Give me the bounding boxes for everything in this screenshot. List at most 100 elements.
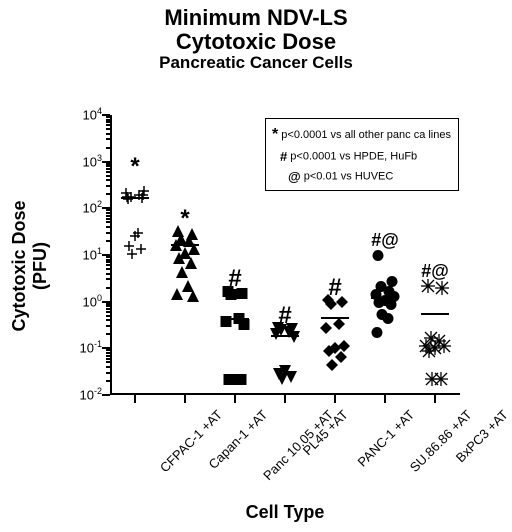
mean-line	[371, 297, 399, 299]
data-point	[239, 318, 250, 334]
significance-annotation: *	[115, 155, 155, 179]
title-line2: Cytotoxic Dose	[0, 30, 512, 54]
data-point	[372, 326, 383, 342]
y-tick-minor	[106, 240, 110, 242]
y-tick-minor	[106, 264, 110, 266]
data-point	[288, 331, 300, 347]
y-tick-major	[102, 114, 110, 116]
x-axis-label: Cell Type	[110, 502, 460, 523]
y-tick-minor	[106, 261, 110, 263]
data-point	[421, 279, 435, 297]
y-tick-minor	[106, 215, 110, 217]
y-tick-minor	[106, 168, 110, 170]
data-point	[422, 344, 436, 362]
y-tick-minor	[106, 138, 110, 140]
y-tick-minor	[106, 333, 110, 335]
significance-annotation: #	[265, 304, 305, 328]
x-tick	[234, 395, 236, 403]
y-label-line2: (PFU)	[30, 242, 50, 290]
y-tick-label: 100	[66, 293, 102, 309]
significance-annotation: #	[315, 276, 355, 300]
mean-line	[121, 197, 149, 199]
y-tick-minor	[106, 380, 110, 382]
y-tick-major	[102, 207, 110, 209]
y-tick-minor	[106, 349, 110, 351]
data-point	[133, 226, 143, 242]
title-line1: Minimum NDV-LS	[0, 6, 512, 30]
y-tick-minor	[106, 325, 110, 327]
mean-line	[171, 244, 199, 246]
y-tick-minor	[106, 355, 110, 357]
y-tick-minor	[106, 226, 110, 228]
y-tick-label: 104	[66, 106, 102, 122]
data-point	[320, 322, 332, 338]
y-tick-minor	[106, 372, 110, 374]
x-tick	[434, 395, 436, 403]
y-tick-minor	[106, 165, 110, 167]
y-tick-minor	[106, 221, 110, 223]
y-tick-minor	[106, 232, 110, 234]
x-tick	[384, 395, 386, 403]
y-tick-minor	[106, 256, 110, 258]
significance-annotation: #@	[365, 231, 405, 249]
legend-item: # p<0.0001 vs HPDE, HuFb	[272, 147, 452, 167]
title-block: Minimum NDV-LS Cytotoxic Dose Pancreatic…	[0, 6, 512, 73]
mean-line	[421, 313, 449, 315]
legend-box: * p<0.0001 vs all other panc ca lines# p…	[265, 118, 459, 191]
y-tick-minor	[106, 305, 110, 307]
x-tick	[134, 395, 136, 403]
significance-annotation: *	[165, 207, 205, 231]
y-tick-minor	[106, 171, 110, 173]
x-tick-label: PANC-1 +AT	[355, 407, 418, 470]
y-label-line1: Cytotoxic Dose	[9, 200, 29, 331]
legend-item: * p<0.0001 vs all other panc ca lines	[272, 123, 452, 147]
data-point	[373, 249, 384, 265]
data-point	[127, 247, 137, 263]
y-tick-major	[102, 161, 110, 163]
data-point	[435, 281, 449, 299]
y-tick-minor	[106, 366, 110, 368]
y-tick-minor	[106, 273, 110, 275]
y-tick-minor	[106, 361, 110, 363]
y-tick-label: 103	[66, 153, 102, 169]
data-point	[136, 242, 146, 258]
y-tick-label: 10-1	[66, 339, 102, 355]
y-tick-minor	[106, 278, 110, 280]
y-tick-minor	[106, 193, 110, 195]
x-tick	[334, 395, 336, 403]
y-tick-minor	[106, 147, 110, 149]
y-tick-minor	[106, 119, 110, 121]
y-tick-minor	[106, 133, 110, 135]
y-tick-minor	[106, 124, 110, 126]
y-tick-minor	[106, 212, 110, 214]
significance-annotation: #@	[415, 262, 455, 280]
y-tick-label: 101	[66, 246, 102, 262]
y-tick-minor	[106, 209, 110, 211]
y-tick-minor	[106, 308, 110, 310]
y-tick-minor	[106, 163, 110, 165]
y-tick-minor	[106, 303, 110, 305]
y-tick-minor	[106, 175, 110, 177]
y-tick-minor	[106, 319, 110, 321]
chart-container: Minimum NDV-LS Cytotoxic Dose Pancreatic…	[0, 0, 512, 532]
y-tick-minor	[106, 287, 110, 289]
y-tick-minor	[106, 311, 110, 313]
y-tick-minor	[106, 352, 110, 354]
mean-line	[221, 318, 249, 320]
y-tick-minor	[106, 185, 110, 187]
y-tick-minor	[106, 128, 110, 130]
y-tick-label: 10-2	[66, 386, 102, 402]
y-tick-major	[102, 347, 110, 349]
mean-line	[321, 317, 349, 319]
significance-annotation: #	[215, 267, 255, 291]
title-subtitle: Pancreatic Cancer Cells	[0, 54, 512, 73]
data-point	[187, 290, 199, 306]
data-point	[171, 288, 183, 304]
y-tick-label: 102	[66, 199, 102, 215]
y-tick-minor	[106, 268, 110, 270]
data-point	[425, 372, 439, 390]
data-point	[326, 359, 338, 375]
y-tick-major	[102, 254, 110, 256]
y-tick-minor	[106, 218, 110, 220]
y-tick-major	[102, 301, 110, 303]
